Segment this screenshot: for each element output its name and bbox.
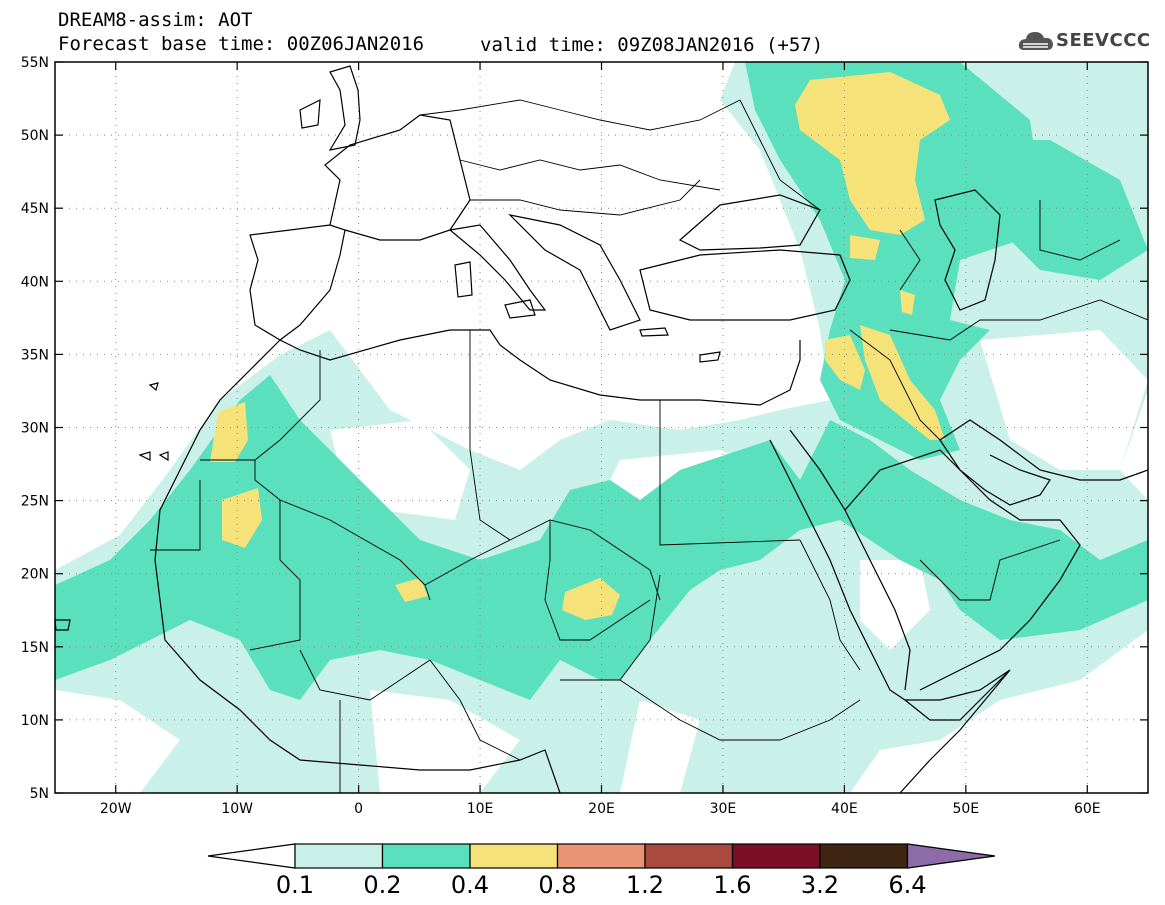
colorbar-underflow-arrow xyxy=(207,843,296,869)
colorbar-box xyxy=(469,843,559,869)
colorbar: 0.1 0.2 0.4 0.8 1.2 1.6 3.2 6.4 xyxy=(207,843,996,899)
lat-tick-label: 20N xyxy=(21,567,49,583)
colorbar-box xyxy=(556,843,646,869)
colorbar-box xyxy=(381,843,471,869)
cloud-icon xyxy=(1018,32,1053,50)
lat-tick-label: 10N xyxy=(21,713,49,729)
colorbar-label: 1.2 xyxy=(626,871,664,899)
lon-tick-label: 50E xyxy=(952,801,979,817)
lat-tick-label: 50N xyxy=(21,128,49,144)
coastlines xyxy=(55,65,1148,793)
lat-tick-label: 45N xyxy=(21,201,49,217)
country-borders xyxy=(150,99,1148,793)
lon-tick-label: 10E xyxy=(467,801,494,817)
lon-tick-label: 10W xyxy=(221,801,253,817)
lat-tick-label: 25N xyxy=(21,494,49,510)
longitude-axis: 20W 10W 0 10E 20E 30E 40E 50E 60E xyxy=(100,62,1101,817)
lat-tick-label: 55N xyxy=(21,55,49,71)
lon-tick-label: 0 xyxy=(354,801,363,817)
colorbar-box xyxy=(294,843,384,869)
lon-tick-label: 20W xyxy=(100,801,132,817)
lat-tick-label: 5N xyxy=(30,786,49,802)
colorbar-box xyxy=(731,843,821,869)
lon-tick-label: 30E xyxy=(710,801,737,817)
colorbar-overflow-arrow xyxy=(906,843,996,869)
colorbar-label: 6.4 xyxy=(888,871,926,899)
colorbar-label: 1.6 xyxy=(713,871,751,899)
colorbar-box xyxy=(644,843,734,869)
colorbar-label: 0.4 xyxy=(451,871,489,899)
seevccc-logo: SEEVCCC xyxy=(1018,26,1158,56)
lat-tick-label: 40N xyxy=(21,274,49,290)
lon-tick-label: 60E xyxy=(1074,801,1101,817)
lat-tick-label: 15N xyxy=(21,640,49,656)
colorbar-label: 3.2 xyxy=(801,871,839,899)
colorbar-box xyxy=(819,843,909,869)
colorbar-label: 0.1 xyxy=(276,871,314,899)
lat-tick-label: 35N xyxy=(21,347,49,363)
lat-tick-label: 30N xyxy=(21,421,49,437)
colorbar-label: 0.8 xyxy=(538,871,576,899)
map-title: DREAM8-assim: AOT xyxy=(58,9,253,31)
forecast-base-time: Forecast base time: 00Z06JAN2016 xyxy=(58,33,425,55)
latitude-axis: 55N 50N 45N 40N 35N 30N 25N 20N 15N 10N 5N xyxy=(21,55,1148,802)
map-grid xyxy=(55,62,1148,793)
valid-time: valid time: 09Z08JAN2016 (+57) xyxy=(480,34,824,56)
logo-text: SEEVCCC xyxy=(1056,30,1151,51)
lon-tick-label: 40E xyxy=(831,801,858,817)
lon-tick-label: 20E xyxy=(588,801,615,817)
colorbar-label: 0.2 xyxy=(363,871,401,899)
